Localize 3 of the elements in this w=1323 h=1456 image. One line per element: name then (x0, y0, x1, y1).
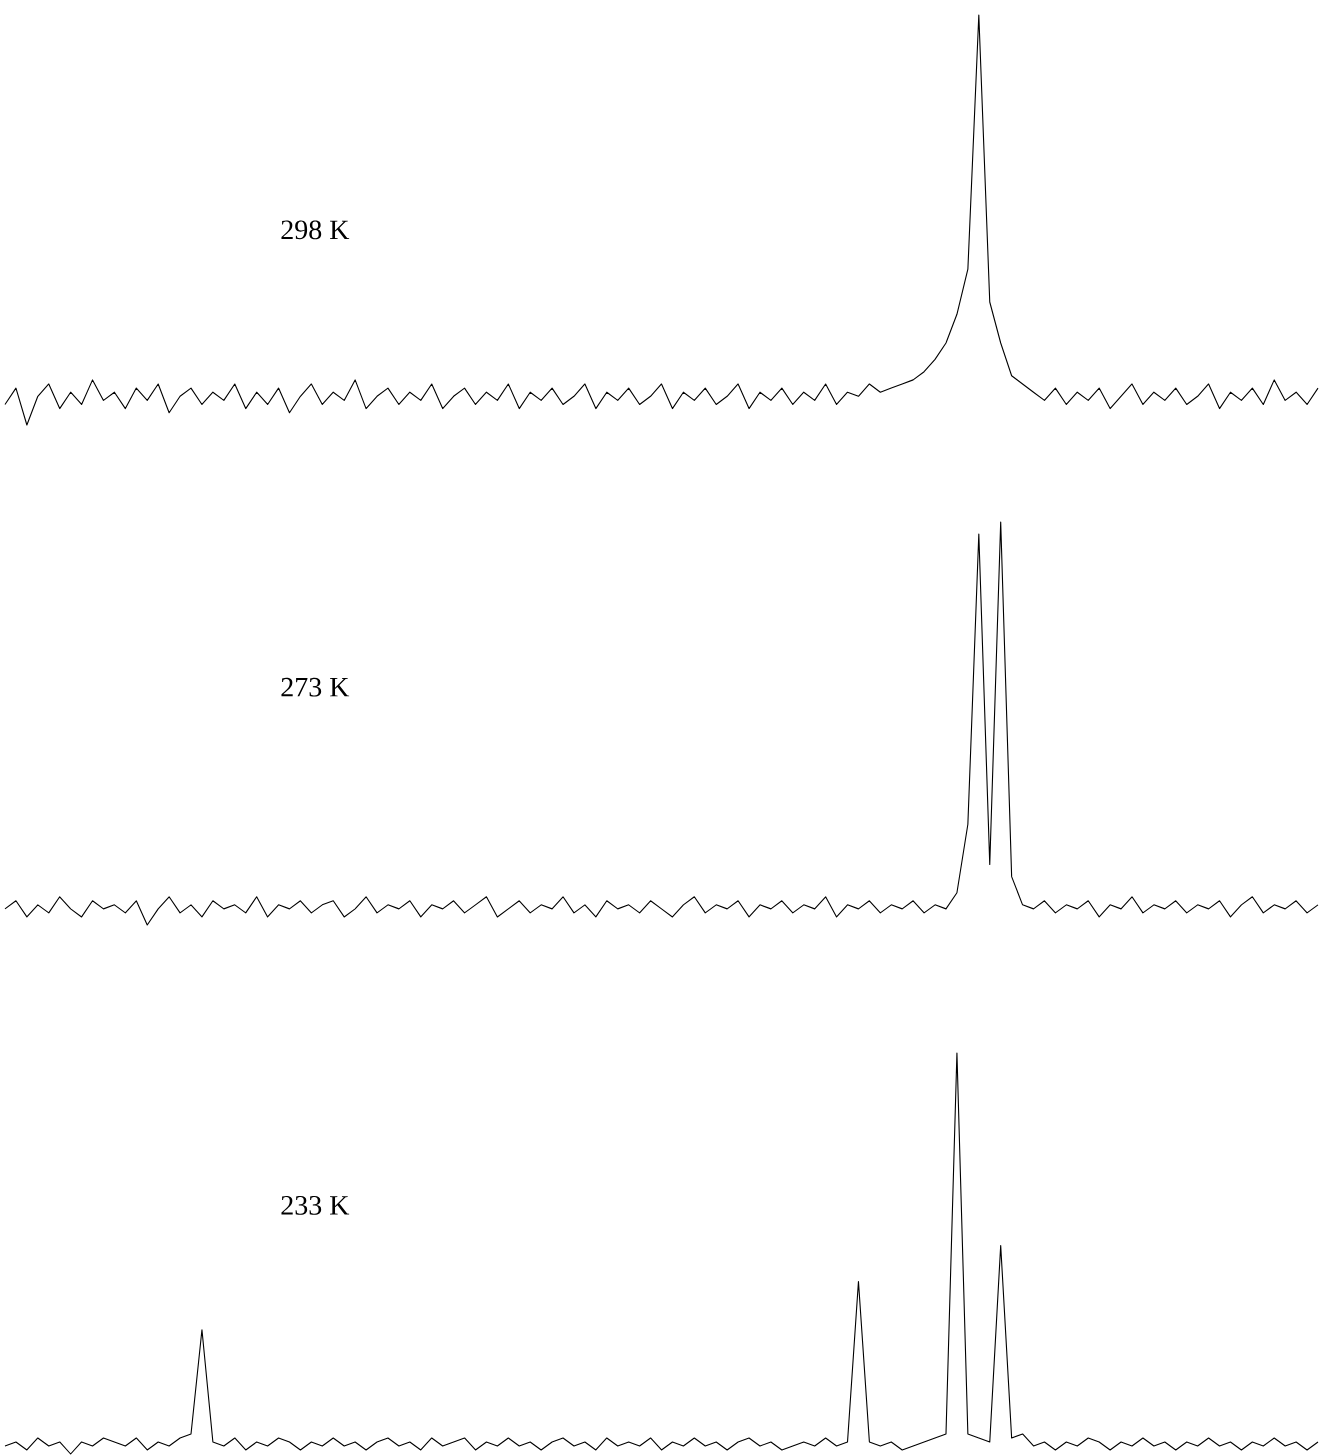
annotation: 298 K (281, 220, 350, 240)
annotation: 273 K (281, 677, 350, 697)
annotation: 233 K (281, 1195, 350, 1215)
